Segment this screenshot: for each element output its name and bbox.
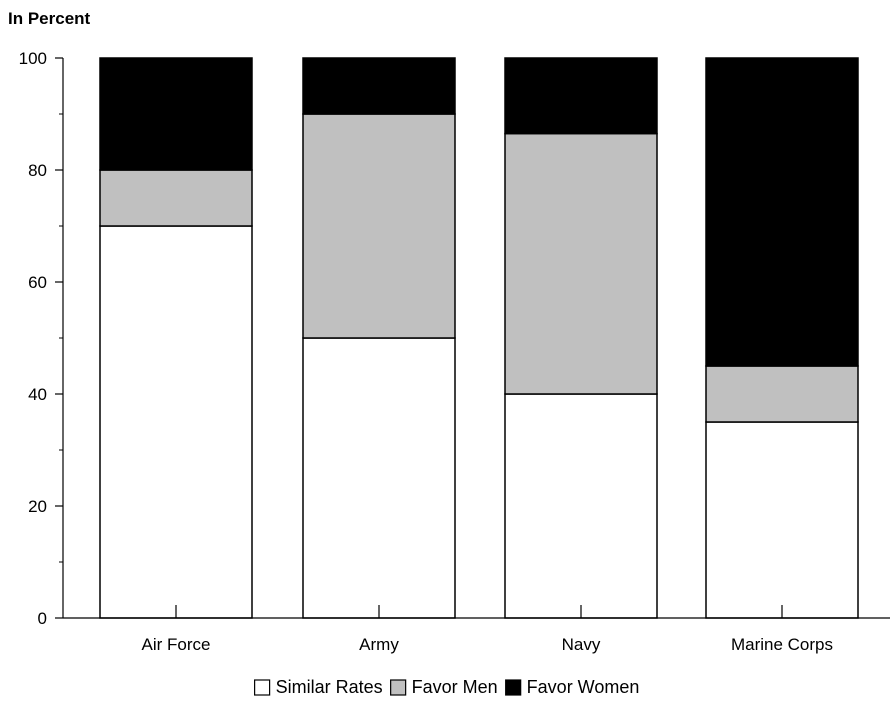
y-tick-label: 80 — [28, 161, 47, 180]
legend: Similar Rates Favor Men Favor Women — [254, 677, 640, 697]
bar-marine-corps-similar-rates — [705, 421, 859, 619]
legend-label-favor-men: Favor Men — [412, 677, 498, 697]
legend-swatch-similar-rates — [254, 679, 271, 696]
x-tick-label-army: Army — [359, 635, 399, 654]
bar-air-force-favor-men — [99, 169, 253, 227]
y-tick-label: 20 — [28, 497, 47, 516]
bar-army-favor-men — [302, 113, 456, 339]
bar-navy-favor-men — [504, 132, 658, 395]
y-unit-label: In Percent — [8, 9, 91, 28]
legend-swatch-favor-women — [505, 679, 522, 696]
bar-army-similar-rates — [302, 337, 456, 619]
x-tick-label-marine-corps: Marine Corps — [731, 635, 833, 654]
x-tick-label-navy: Navy — [562, 635, 601, 654]
bars-layer — [99, 57, 859, 619]
bar-army-favor-women — [302, 57, 456, 115]
y-tick-label: 60 — [28, 273, 47, 292]
bar-navy-favor-women — [504, 57, 658, 135]
legend-label-similar-rates: Similar Rates — [276, 677, 383, 697]
axes-layer: 0 20 40 60 80 100 Air Force Army Navy Marine Corp… — [19, 49, 890, 654]
bar-air-force-similar-rates — [99, 225, 253, 619]
bar-air-force-favor-women — [99, 57, 253, 171]
bar-navy-similar-rates — [504, 393, 658, 619]
bar-marine-corps-favor-men — [705, 365, 859, 423]
y-tick-label: 0 — [38, 609, 47, 628]
legend-label-favor-women: Favor Women — [527, 677, 640, 697]
y-tick-label: 40 — [28, 385, 47, 404]
bar-marine-corps-favor-women — [705, 57, 859, 367]
legend-swatch-favor-men — [390, 679, 407, 696]
x-tick-label-air-force: Air Force — [142, 635, 211, 654]
y-tick-label: 100 — [19, 49, 47, 68]
